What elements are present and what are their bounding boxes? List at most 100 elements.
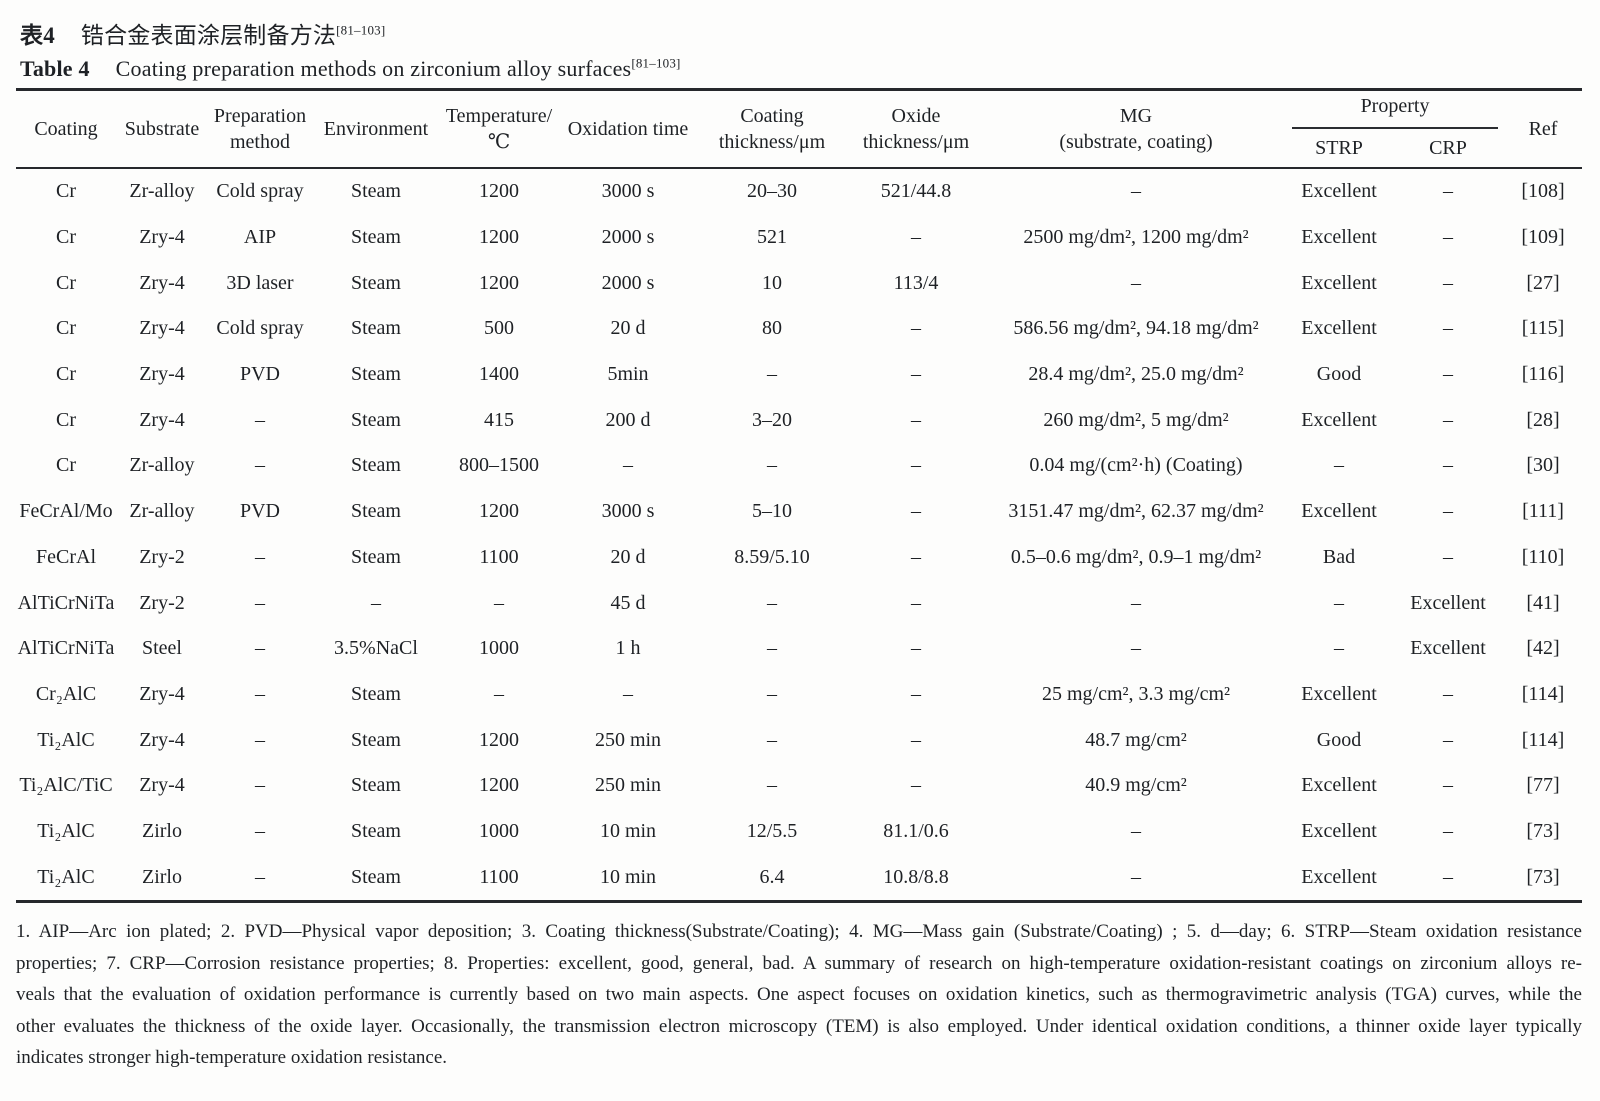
table-cell: 25 mg/cm², 3.3 mg/cm² [1041, 682, 1231, 705]
footnote-line: properties; 7. CRP—Corrosion resistance … [16, 952, 1582, 974]
table-cell: Steam [351, 728, 401, 751]
table-cell: – [1443, 408, 1453, 431]
col-header-coating-thickness: Coating thickness/μm [698, 90, 846, 169]
table-cell: Cr [56, 226, 76, 249]
table-cell: 2000 s [601, 226, 655, 249]
col-header-oxide-thickness-line2: thickness/μm [862, 131, 970, 153]
col-header-strp: STRP [1315, 137, 1363, 159]
table-body: Cr Zr-alloy Cold spray Steam 1200 3000 s 20–30… [16, 168, 1582, 902]
table-cell: [41] [1526, 591, 1560, 614]
col-header-mg: MG (substrate, coating) [986, 90, 1286, 169]
table-cell: FeCrAl/Mo [19, 500, 113, 523]
table-row: Cr₂AlC Zry-4 – Steam – – – – 25 mg/cm², 3.3 mg/c… [16, 672, 1582, 718]
table-cell: – [1443, 271, 1453, 294]
table-row: AlTiCrNiTa Zry-2 – – – 45 d – – – – Excellent [41] [16, 580, 1582, 626]
table-title-zh: 表4 锆合金表面涂层制备方法[81–103] [20, 16, 1582, 50]
table-cell: Cr [56, 180, 76, 203]
table-cell: [114] [1521, 728, 1565, 751]
table-cell: – [911, 363, 921, 386]
table-cell: AlTiCrNiTa [17, 591, 115, 614]
table-cell: Zry-2 [139, 545, 185, 568]
table-cell: Excellent [1301, 226, 1377, 249]
table-cell: – [911, 682, 921, 705]
table-cell: FeCrAl [36, 545, 96, 568]
table-cell: Good [1316, 363, 1362, 386]
col-header-oxide-thickness: Oxide thickness/μm [846, 90, 986, 169]
table-row: FeCrAl/Mo Zr-alloy PVD Steam 1200 3000 s 5–10 –… [16, 489, 1582, 535]
table-cell: Steam [351, 180, 401, 203]
table-cell: – [767, 454, 777, 477]
table-title-en-text: Coating preparation methods on zirconium… [115, 56, 632, 81]
table-cell: 0.04 mg/(cm²·h) (Coating) [1029, 454, 1243, 477]
table-row: Cr Zry-4 AIP Steam 1200 2000 s 521 – 2500 mg/dm²… [16, 215, 1582, 261]
table-cell: 1200 [479, 180, 519, 203]
table-cell: 3D laser [226, 271, 294, 294]
table-cell: Excellent [1301, 408, 1377, 431]
table-cell: 20–30 [747, 180, 797, 203]
table-cell: – [494, 682, 504, 705]
table-cell: 8.59/5.10 [734, 545, 810, 568]
table-cell: Cr [56, 317, 76, 340]
col-header-preparation-line1: Preparation [213, 105, 307, 127]
table-cell: Ti₂AlC [37, 728, 95, 751]
table-cell: – [623, 682, 633, 705]
table-cell: 260 mg/dm², 5 mg/dm² [1043, 408, 1229, 431]
table-cell: Steel [142, 637, 182, 660]
table-row: Cr Zr-alloy Cold spray Steam 1200 3000 s 20–30… [16, 168, 1582, 215]
table-cell: 5–10 [752, 500, 792, 523]
footnote-line: veals that the evaluation of oxidation p… [16, 984, 1582, 1005]
table-cell: – [1131, 591, 1141, 614]
table-cell: Zry-4 [139, 317, 185, 340]
table-cell: [115] [1521, 317, 1565, 340]
table-cell: Ti₂AlC [37, 819, 95, 842]
col-header-temperature: Temperature/ ℃ [440, 90, 558, 169]
table-cell: 1100 [479, 545, 519, 568]
table-cell: Steam [351, 500, 401, 523]
table-cell: Cr [56, 363, 76, 386]
col-header-coating-thickness-line2: thickness/μm [718, 131, 826, 153]
table-cell: 2000 s [601, 271, 655, 294]
table-cell: 415 [484, 408, 514, 431]
table-row: Ti₂AlC Zirlo – Steam 1100 10 min 6.4 10.8/8.8 – E… [16, 854, 1582, 901]
table-cell: [114] [1521, 682, 1565, 705]
col-header-coating-thickness-line1: Coating [740, 105, 804, 127]
table-cell: Steam [351, 408, 401, 431]
table-cell: 1200 [479, 226, 519, 249]
table-cell: – [767, 363, 777, 386]
table-cell: Good [1316, 728, 1362, 751]
table-cell: 0.5–0.6 mg/dm², 0.9–1 mg/dm² [1010, 545, 1262, 568]
table-cell: 5min [607, 363, 649, 386]
table-cell: 1200 [479, 774, 519, 797]
table-cell: – [911, 637, 921, 660]
table-cell: Zry-4 [139, 728, 185, 751]
table-cell: – [911, 774, 921, 797]
table-cell: 200 d [605, 408, 651, 431]
footnote-line: other evaluates the thickness of the oxi… [16, 1015, 1582, 1037]
table-cell: – [255, 774, 265, 797]
table-cell: 45 d [610, 591, 646, 614]
table-row: Cr Zry-4 – Steam 415 200 d 3–20 – 260 mg/dm², 5 … [16, 397, 1582, 443]
table-cell: Ti₂AlC/TiC [19, 774, 113, 797]
table-cell: – [767, 591, 777, 614]
table-cell: 1000 [479, 637, 519, 660]
table-cell: Excellent [1301, 317, 1377, 340]
table-cell: – [767, 682, 777, 705]
table-cell: Zry-2 [139, 591, 185, 614]
table-cell: Zirlo [142, 865, 182, 888]
table-cell: Zry-4 [139, 363, 185, 386]
table-cell: Bad [1322, 545, 1356, 568]
footnote-line: 1. AIP—Arc ion plated; 2. PVD—Physical v… [16, 921, 1582, 942]
table-cell: – [1334, 637, 1344, 660]
table-cell: 1200 [479, 271, 519, 294]
col-header-oxidation-time: Oxidation time [567, 118, 689, 140]
table-cell: 3000 s [601, 180, 655, 203]
table-cell: 12/5.5 [746, 819, 798, 842]
table-cell: [110] [1521, 545, 1565, 568]
table-cell: – [1443, 363, 1453, 386]
table-cell: Zry-4 [139, 408, 185, 431]
table-cell: Zry-4 [139, 271, 185, 294]
col-header-preparation-method: Preparation method [208, 90, 312, 169]
table-cell: Excellent [1410, 591, 1486, 614]
table-cell: Cr [56, 271, 76, 294]
table-cell: – [1334, 454, 1344, 477]
